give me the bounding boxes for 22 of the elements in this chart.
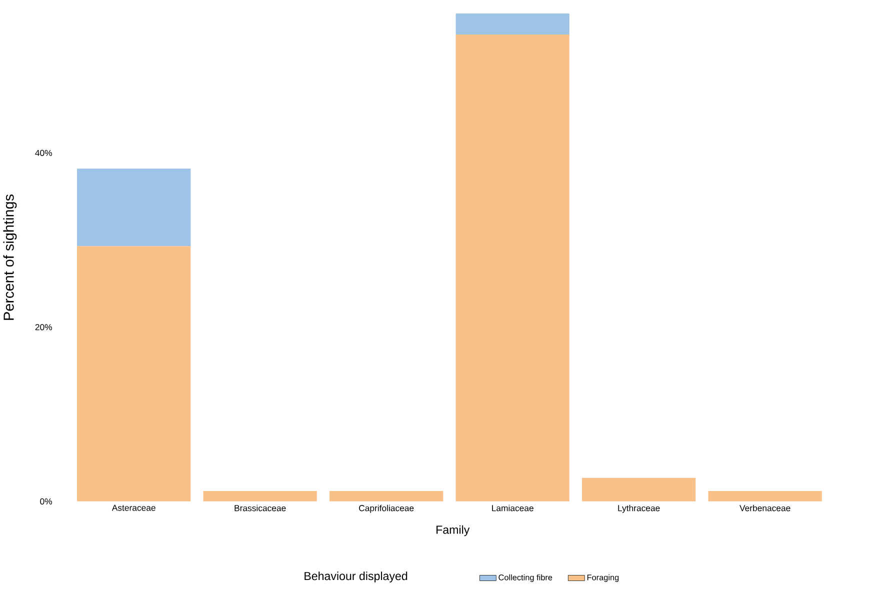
x-axis-title: Family	[436, 525, 470, 536]
y-tick-label: 0%	[40, 498, 52, 505]
legend-label: Foraging	[587, 574, 619, 582]
y-tick-label: 40%	[35, 150, 52, 156]
y-axis-title: Percent of sightings	[3, 194, 17, 320]
x-tick-label: Caprifoliaceae	[359, 504, 414, 514]
bar	[456, 34, 570, 502]
bar	[708, 491, 822, 502]
x-tick-label: Asteraceae	[112, 504, 156, 512]
bar	[77, 246, 191, 502]
x-tick-label: Lamiaceae	[492, 504, 534, 512]
legend-title: Behaviour displayed	[304, 572, 408, 583]
x-tick-label: Lythraceae	[618, 504, 660, 514]
y-tick-label: 20%	[35, 324, 52, 330]
bar	[582, 478, 696, 502]
bar	[77, 168, 191, 246]
bar	[203, 491, 317, 502]
bar	[330, 491, 444, 502]
x-tick-label: Verbenaceae	[740, 504, 790, 512]
legend-label: Collecting fibre	[498, 574, 552, 582]
x-tick-label: Brassicaceae	[234, 504, 286, 512]
bar	[456, 14, 570, 35]
